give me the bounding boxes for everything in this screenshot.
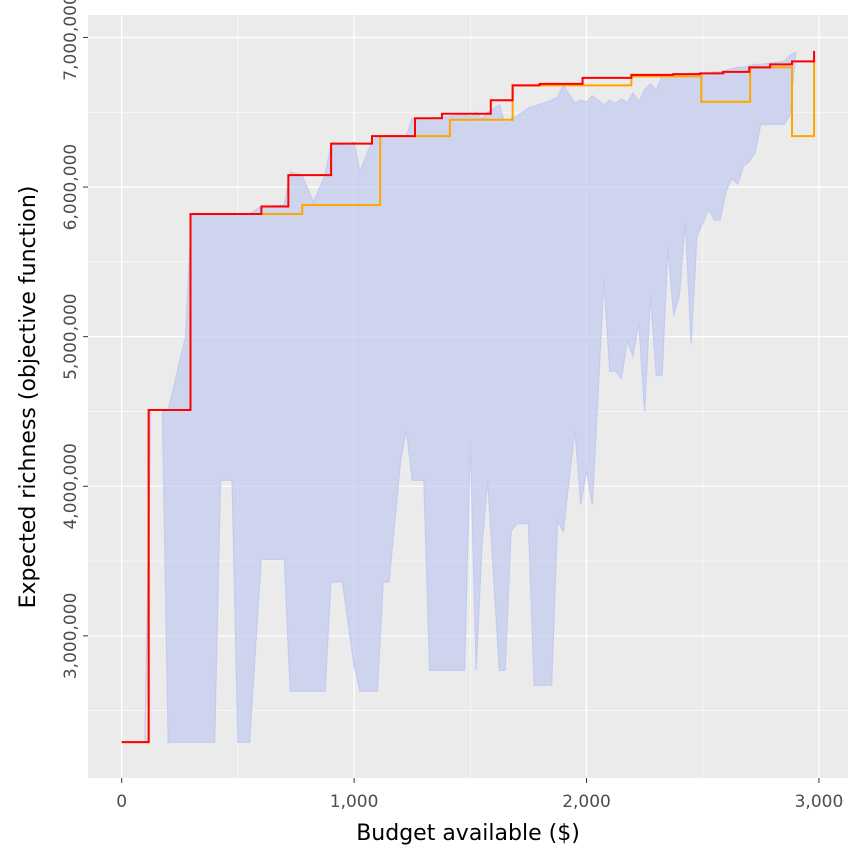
y-tick-label: 5,000,000: [61, 293, 81, 380]
y-tick-label: 6,000,000: [61, 144, 81, 231]
y-tick-label: 7,000,000: [61, 0, 81, 81]
y-tick-label: 3,000,000: [61, 593, 81, 680]
x-tick-label: 1,000: [330, 792, 379, 812]
y-tick-label: 4,000,000: [61, 443, 81, 530]
y-axis-title: Expected richness (objective function): [16, 186, 41, 609]
x-tick-label: 3,000: [795, 792, 844, 812]
x-axis-title: Budget available ($): [356, 821, 580, 846]
step-line: [121, 50, 816, 744]
marks: [121, 50, 816, 744]
x-tick-label: 0: [116, 792, 127, 812]
axes: 0 1,000 2,000 3,000 3,000,000 4,000,000 5,000,…: [61, 0, 843, 812]
x-tick-label: 2,000: [562, 792, 611, 812]
